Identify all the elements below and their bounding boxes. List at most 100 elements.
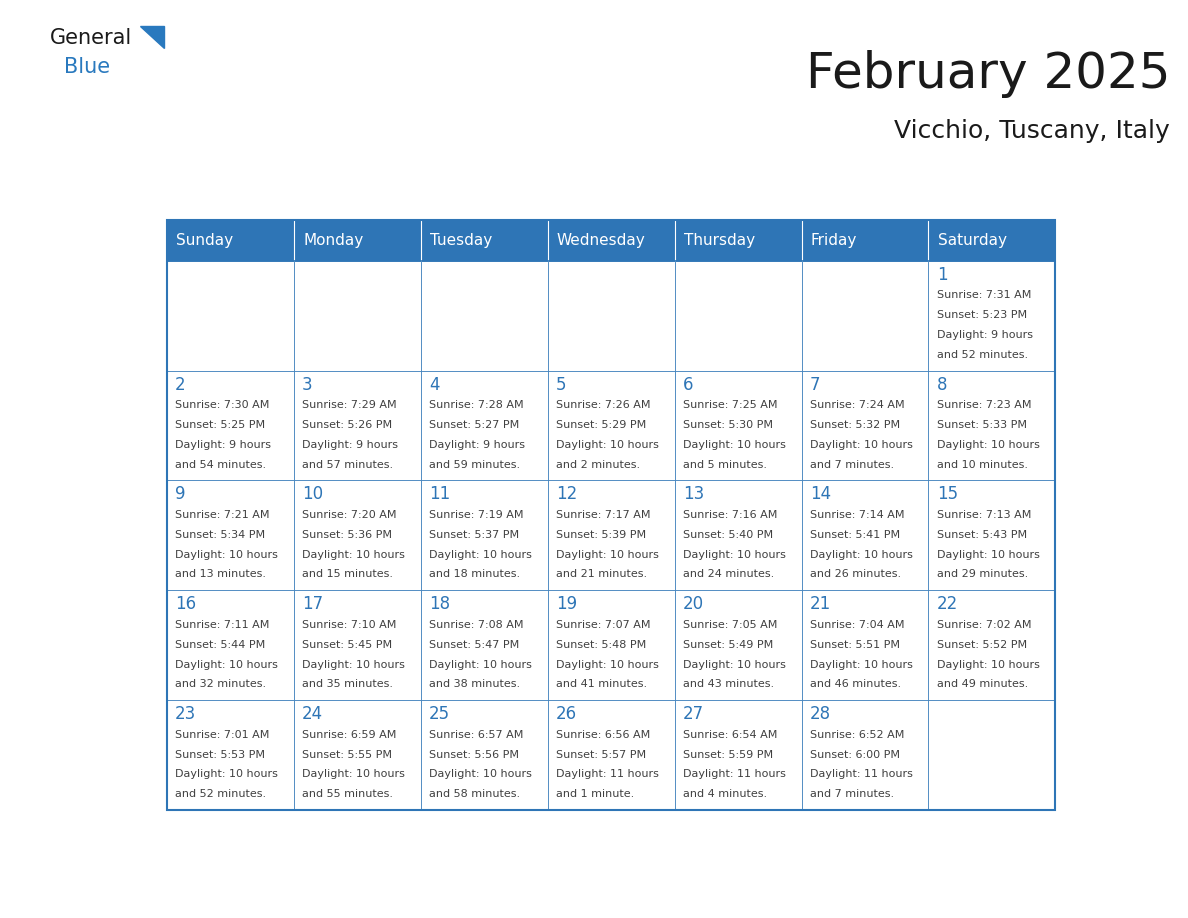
Text: Sunrise: 7:13 AM: Sunrise: 7:13 AM [937,510,1031,521]
Bar [293,261,421,371]
Bar [675,480,802,590]
Text: Friday: Friday [810,233,857,248]
Bar [166,700,293,810]
Text: Sunset: 5:26 PM: Sunset: 5:26 PM [302,420,392,430]
Bar [929,590,1055,700]
Text: and 18 minutes.: and 18 minutes. [429,569,520,579]
Text: 8: 8 [937,375,947,394]
Text: 15: 15 [937,486,958,503]
Text: Daylight: 11 hours: Daylight: 11 hours [683,769,785,779]
Text: Monday: Monday [303,233,364,248]
Text: Daylight: 10 hours: Daylight: 10 hours [556,440,659,450]
Bar [675,700,802,810]
Bar [293,590,421,700]
Text: Daylight: 11 hours: Daylight: 11 hours [556,769,659,779]
Text: 26: 26 [556,705,577,723]
Text: and 59 minutes.: and 59 minutes. [429,460,520,470]
Text: Daylight: 10 hours: Daylight: 10 hours [937,550,1040,560]
Text: Daylight: 10 hours: Daylight: 10 hours [175,659,278,669]
Text: and 7 minutes.: and 7 minutes. [810,789,893,800]
Text: Sunrise: 7:07 AM: Sunrise: 7:07 AM [556,620,651,630]
Point [922,255,936,266]
Bar [421,480,548,590]
Point [286,255,301,266]
Text: Sunrise: 6:52 AM: Sunrise: 6:52 AM [810,730,904,740]
Text: Sunrise: 7:16 AM: Sunrise: 7:16 AM [683,510,777,521]
Text: and 5 minutes.: and 5 minutes. [683,460,767,470]
Text: Sunset: 5:44 PM: Sunset: 5:44 PM [175,640,265,650]
Text: 1: 1 [937,265,947,284]
Text: and 1 minute.: and 1 minute. [556,789,634,800]
Text: Vicchio, Tuscany, Italy: Vicchio, Tuscany, Italy [895,119,1170,143]
Bar [929,480,1055,590]
Text: 16: 16 [175,595,196,613]
Bar [293,480,421,590]
Text: Sunset: 5:23 PM: Sunset: 5:23 PM [937,310,1026,320]
Text: 28: 28 [810,705,830,723]
Text: General: General [50,28,132,48]
Text: and 41 minutes.: and 41 minutes. [556,679,647,689]
Text: Blue: Blue [64,57,110,77]
Text: Sunrise: 7:11 AM: Sunrise: 7:11 AM [175,620,270,630]
Text: Sunrise: 6:56 AM: Sunrise: 6:56 AM [556,730,650,740]
Point [286,214,301,225]
Text: Sunset: 5:45 PM: Sunset: 5:45 PM [302,640,392,650]
Text: Daylight: 10 hours: Daylight: 10 hours [683,550,785,560]
Text: Sunrise: 7:26 AM: Sunrise: 7:26 AM [556,400,651,410]
Point [668,214,682,225]
Bar [166,219,1055,810]
Bar [929,371,1055,480]
Bar [166,590,293,700]
Text: Sunset: 5:41 PM: Sunset: 5:41 PM [810,530,901,540]
Text: Sunset: 6:00 PM: Sunset: 6:00 PM [810,750,899,759]
Text: Sunset: 5:43 PM: Sunset: 5:43 PM [937,530,1026,540]
Bar [166,371,293,480]
Text: 4: 4 [429,375,440,394]
Text: Daylight: 9 hours: Daylight: 9 hours [302,440,398,450]
Text: Sunrise: 7:04 AM: Sunrise: 7:04 AM [810,620,904,630]
Text: 12: 12 [556,486,577,503]
Text: Sunset: 5:53 PM: Sunset: 5:53 PM [175,750,265,759]
Bar [802,371,929,480]
Text: Daylight: 10 hours: Daylight: 10 hours [810,550,912,560]
Bar [421,590,548,700]
Text: Sunrise: 7:31 AM: Sunrise: 7:31 AM [937,290,1031,300]
Text: 13: 13 [683,486,704,503]
Text: 14: 14 [810,486,830,503]
Text: Sunset: 5:52 PM: Sunset: 5:52 PM [937,640,1026,650]
Text: and 26 minutes.: and 26 minutes. [810,569,901,579]
Text: Sunrise: 7:05 AM: Sunrise: 7:05 AM [683,620,777,630]
Text: 23: 23 [175,705,196,723]
Bar [548,261,675,371]
Text: Sunset: 5:30 PM: Sunset: 5:30 PM [683,420,773,430]
Text: 25: 25 [429,705,450,723]
Text: Daylight: 9 hours: Daylight: 9 hours [937,330,1032,340]
Text: and 29 minutes.: and 29 minutes. [937,569,1028,579]
Text: and 15 minutes.: and 15 minutes. [302,569,393,579]
Text: Daylight: 10 hours: Daylight: 10 hours [429,550,532,560]
Text: 17: 17 [302,595,323,613]
Text: Daylight: 10 hours: Daylight: 10 hours [302,769,405,779]
Text: Sunset: 5:29 PM: Sunset: 5:29 PM [556,420,646,430]
Text: and 24 minutes.: and 24 minutes. [683,569,775,579]
Point [413,255,428,266]
Bar [293,700,421,810]
Text: Sunrise: 6:57 AM: Sunrise: 6:57 AM [429,730,524,740]
Bar [802,590,929,700]
Bar [421,261,548,371]
Bar [421,219,548,261]
Text: Sunset: 5:57 PM: Sunset: 5:57 PM [556,750,646,759]
Bar [802,480,929,590]
Text: 20: 20 [683,595,704,613]
Text: Sunrise: 7:19 AM: Sunrise: 7:19 AM [429,510,524,521]
Text: 9: 9 [175,486,185,503]
Text: Daylight: 10 hours: Daylight: 10 hours [302,550,405,560]
Text: Sunset: 5:56 PM: Sunset: 5:56 PM [429,750,519,759]
Text: 10: 10 [302,486,323,503]
Text: Sunrise: 6:59 AM: Sunrise: 6:59 AM [302,730,397,740]
Text: February 2025: February 2025 [805,50,1170,98]
Text: Daylight: 10 hours: Daylight: 10 hours [683,440,785,450]
Point [541,214,555,225]
Point [541,255,555,266]
Text: Daylight: 9 hours: Daylight: 9 hours [175,440,271,450]
